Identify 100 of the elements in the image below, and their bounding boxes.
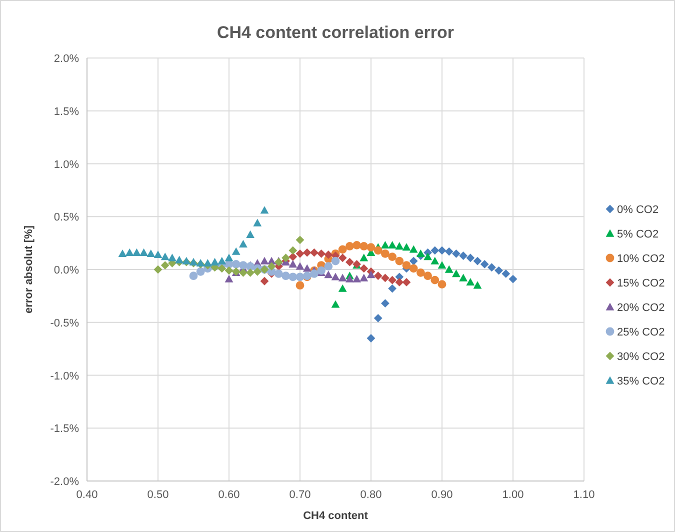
point: [366, 334, 376, 342]
legend-label: 10% CO2: [617, 253, 665, 265]
point: [402, 243, 411, 251]
point: [388, 252, 396, 262]
point: [381, 249, 390, 258]
y-tick-label: 1.5%: [54, 106, 80, 118]
point: [224, 266, 234, 275]
point: [409, 245, 418, 253]
point: [210, 258, 219, 266]
point: [296, 272, 304, 282]
point: [140, 248, 148, 256]
y-tick-label: 1.0%: [54, 158, 80, 171]
point: [324, 250, 333, 259]
point: [438, 280, 446, 289]
x-tick-label: 0.70: [289, 489, 311, 501]
y-tick-label: 0.0%: [54, 264, 80, 276]
point: [288, 260, 298, 268]
point: [381, 240, 390, 249]
point: [374, 314, 382, 322]
x-tick-label: 0.60: [218, 489, 240, 501]
point: [395, 278, 404, 286]
point: [402, 278, 411, 286]
point: [160, 261, 170, 270]
point: [488, 263, 496, 272]
point: [246, 230, 254, 238]
point: [494, 266, 503, 275]
point: [444, 247, 454, 256]
point: [360, 264, 368, 273]
point: [360, 274, 368, 282]
point: [346, 274, 354, 282]
point: [324, 262, 333, 271]
point: [430, 246, 440, 255]
point: [288, 272, 298, 282]
point: [430, 256, 440, 264]
legend-label: 20% CO2: [617, 302, 665, 314]
point: [224, 274, 234, 282]
point: [204, 258, 212, 267]
point: [388, 284, 396, 293]
point: [288, 246, 298, 255]
point: [296, 262, 304, 270]
point: [409, 264, 418, 273]
chart-title: CH4 content correlation error: [216, 23, 454, 42]
point: [388, 276, 396, 284]
point: [302, 264, 312, 272]
point: [338, 274, 347, 282]
point: [366, 243, 376, 252]
point: [154, 250, 162, 258]
point: [424, 252, 432, 260]
point: [452, 249, 460, 258]
point: [175, 256, 184, 264]
point: [381, 299, 390, 308]
point: [232, 260, 240, 268]
point: [218, 264, 226, 273]
point: [395, 242, 404, 250]
point: [260, 206, 269, 214]
point: [168, 254, 176, 262]
point: [239, 268, 248, 277]
point: [260, 256, 269, 264]
point: [302, 248, 312, 257]
point: [346, 242, 354, 250]
point: [189, 272, 198, 280]
y-tick-label: -1.0%: [50, 370, 80, 382]
point: [160, 252, 170, 260]
point: [466, 254, 475, 262]
point: [154, 265, 162, 274]
point: [224, 254, 234, 262]
y-tick-label: 2.0%: [54, 53, 80, 65]
point: [424, 272, 432, 280]
point: [360, 254, 368, 262]
x-tick-label: 0.40: [76, 489, 98, 501]
point: [438, 246, 446, 255]
point: [466, 278, 475, 286]
point: [381, 274, 390, 282]
legend-label: 5% CO2: [617, 228, 659, 240]
point: [310, 248, 318, 257]
point: [480, 260, 489, 268]
legend-label: 25% CO2: [617, 326, 665, 338]
point: [352, 240, 361, 250]
point: [388, 240, 396, 249]
point: [253, 267, 262, 276]
point: [366, 270, 376, 278]
legend-label: 30% CO2: [617, 351, 665, 363]
point: [444, 265, 454, 273]
point: [282, 254, 290, 262]
point: [352, 274, 361, 282]
point: [118, 249, 127, 257]
y-tick-label: -2.0%: [50, 476, 80, 488]
point: [360, 242, 368, 250]
point: [459, 252, 468, 260]
point: [239, 261, 248, 270]
x-tick-label: 0.90: [431, 489, 453, 501]
point: [374, 272, 382, 280]
legend-label: 15% CO2: [617, 278, 665, 290]
point: [218, 256, 226, 264]
y-tick-label: 0.5%: [54, 212, 80, 224]
y-axis-title: error absolut [%]: [23, 225, 35, 314]
point: [125, 248, 134, 256]
point: [416, 268, 425, 277]
point: [267, 262, 276, 271]
point: [430, 276, 440, 284]
